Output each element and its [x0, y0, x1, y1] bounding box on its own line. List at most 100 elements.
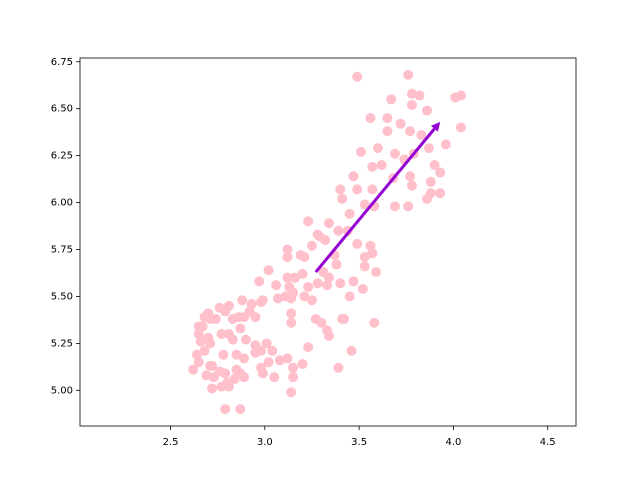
point	[335, 184, 346, 195]
point	[406, 180, 417, 191]
point	[235, 404, 246, 415]
point	[195, 336, 206, 347]
point	[352, 184, 363, 195]
point	[299, 252, 310, 263]
point	[280, 291, 291, 302]
point	[323, 218, 334, 229]
point	[371, 267, 382, 278]
point	[201, 370, 212, 381]
point	[288, 362, 299, 373]
x-tick-label: 4.5	[540, 437, 556, 448]
point	[322, 280, 333, 291]
x-tick-label: 4.0	[445, 437, 461, 448]
point	[210, 313, 221, 324]
y-tick-label: 5.75	[51, 245, 73, 256]
point	[254, 276, 265, 287]
point	[231, 349, 242, 360]
point	[286, 317, 297, 328]
point	[367, 161, 378, 172]
arrow-head	[431, 121, 441, 132]
point	[261, 338, 272, 349]
point	[218, 349, 229, 360]
point	[333, 362, 344, 373]
point	[435, 167, 446, 178]
point	[382, 126, 393, 137]
y-tick-label: 5.50	[51, 291, 73, 302]
point	[403, 69, 414, 80]
point	[297, 359, 308, 370]
y-tick-label: 6.75	[51, 57, 73, 68]
point	[429, 160, 440, 171]
point	[389, 201, 400, 212]
point	[207, 360, 218, 371]
point	[333, 225, 344, 236]
point	[416, 129, 427, 140]
point	[344, 291, 355, 302]
point	[263, 357, 274, 368]
point	[405, 126, 416, 137]
point	[282, 252, 293, 263]
point	[435, 188, 446, 199]
point	[227, 334, 238, 345]
point	[223, 300, 234, 311]
point	[227, 313, 238, 324]
point	[455, 90, 466, 101]
point	[220, 404, 231, 415]
point	[312, 229, 323, 240]
point	[440, 139, 451, 150]
point	[376, 160, 387, 171]
point	[286, 387, 297, 398]
point	[222, 377, 233, 388]
y-tick-label: 5.25	[51, 338, 73, 349]
point	[323, 272, 334, 283]
point	[239, 372, 250, 383]
point	[273, 293, 284, 304]
point	[231, 364, 242, 375]
point	[282, 272, 293, 283]
point	[344, 208, 355, 219]
point	[216, 329, 227, 339]
point	[359, 261, 370, 272]
point	[267, 345, 278, 356]
point	[348, 171, 359, 182]
point	[306, 295, 317, 306]
point	[423, 143, 434, 154]
point	[403, 201, 414, 212]
point	[372, 143, 383, 154]
point	[235, 323, 246, 334]
point	[303, 342, 314, 353]
point	[414, 90, 425, 101]
x-tick-label: 2.5	[163, 437, 179, 448]
point	[299, 291, 310, 302]
point	[335, 278, 346, 289]
point	[239, 353, 250, 364]
point	[193, 329, 204, 339]
point	[369, 317, 380, 328]
point	[406, 88, 417, 99]
point	[339, 313, 350, 324]
y-tick-label: 6.00	[51, 198, 73, 209]
point	[422, 105, 433, 116]
point	[282, 244, 293, 255]
point	[352, 71, 363, 82]
x-tick-label: 3.5	[351, 437, 367, 448]
point	[357, 283, 368, 294]
point	[406, 99, 417, 110]
point	[246, 298, 257, 309]
point	[367, 184, 378, 195]
point	[205, 338, 216, 349]
point	[386, 94, 397, 105]
point	[425, 176, 436, 187]
point	[193, 321, 204, 332]
point	[425, 188, 436, 199]
point	[455, 122, 466, 133]
point	[250, 347, 261, 358]
point	[269, 372, 280, 383]
point	[395, 118, 406, 129]
point	[271, 280, 282, 291]
point	[306, 240, 317, 251]
point	[289, 272, 300, 283]
point	[359, 252, 370, 263]
point	[297, 268, 308, 279]
